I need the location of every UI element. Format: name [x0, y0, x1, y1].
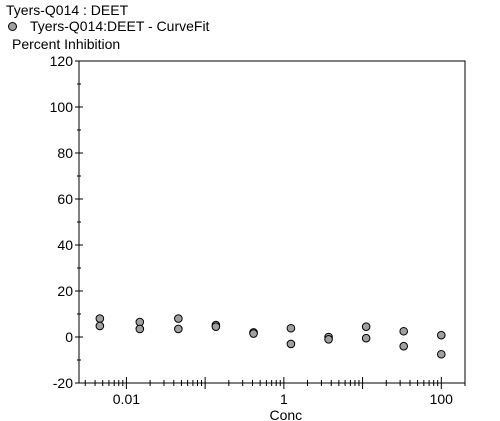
y-tick-label: 60	[57, 191, 73, 207]
data-point	[95, 314, 105, 323]
data-point	[95, 321, 105, 331]
data-point	[174, 314, 183, 323]
data-point	[324, 335, 333, 344]
x-axis-label: Conc	[270, 407, 303, 421]
legend-marker	[8, 21, 17, 31]
data-point	[437, 330, 446, 340]
data-point	[361, 322, 371, 331]
y-tick-label: 100	[50, 99, 74, 115]
y-tick-label: 40	[57, 237, 73, 253]
plot-area	[78, 60, 466, 384]
x-tick-label: 0.01	[113, 391, 140, 407]
data-point	[249, 329, 258, 338]
y-tick-label: 120	[50, 53, 74, 69]
legend: Tyers-Q014:DEET - CurveFit	[8, 18, 209, 34]
y-axis: -20 0 20 40 60 80 100 120	[50, 53, 83, 391]
x-tick-label: 100	[430, 391, 454, 407]
y-tick-label: 80	[57, 145, 73, 161]
x-tick-label: 1	[280, 391, 288, 407]
data-point	[399, 326, 409, 336]
x-axis: 0.01 1 100	[84, 377, 466, 407]
y-axis-label: Percent Inhibition	[12, 36, 121, 52]
y-tick-label: 0	[65, 329, 73, 345]
data-point	[211, 322, 221, 331]
y-tick-label: 20	[57, 283, 73, 299]
data-point	[399, 341, 409, 351]
data-point	[437, 349, 446, 359]
y-tick-label: -20	[53, 375, 73, 391]
data-point	[286, 339, 296, 349]
data-point	[174, 324, 183, 334]
chart-title: Tyers-Q014 : DEET	[6, 2, 129, 18]
legend-label: Tyers-Q014:DEET - CurveFit	[30, 18, 210, 34]
data-point	[361, 333, 371, 343]
data-point	[286, 323, 296, 333]
data-points	[95, 314, 446, 359]
data-point	[135, 324, 145, 334]
